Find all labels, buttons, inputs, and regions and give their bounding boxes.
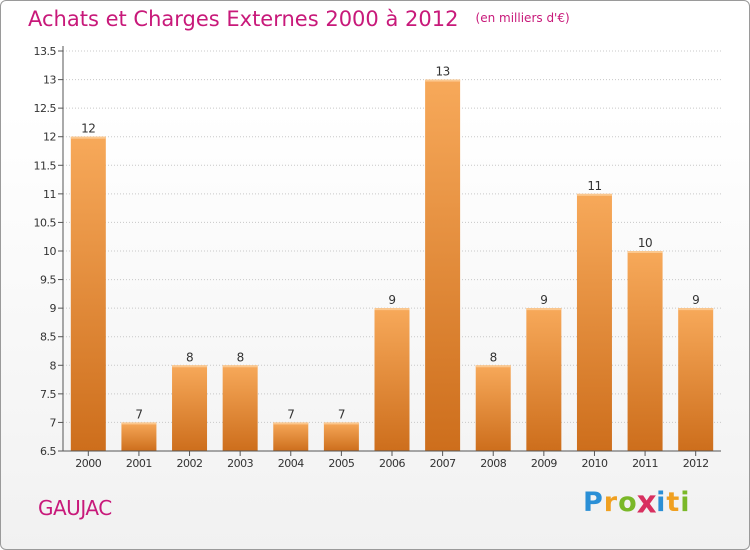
data-label: 9 <box>388 293 395 307</box>
bar-2000 <box>70 136 106 451</box>
data-label: 11 <box>587 179 601 193</box>
bar-2006 <box>374 308 410 451</box>
x-tick-label: 2005 <box>328 457 354 470</box>
logo-letter: o <box>618 487 638 518</box>
x-tick-label: 2006 <box>379 457 405 470</box>
logo-letter: x <box>636 484 658 521</box>
location-label: GAUJAC <box>38 496 112 520</box>
x-tick-label: 2009 <box>531 457 557 470</box>
bar-2008 <box>475 365 511 451</box>
y-tick-label: 7.5 <box>40 388 56 401</box>
bar-highlight <box>627 251 663 253</box>
bars <box>70 79 714 452</box>
y-tick-label: 11.5 <box>34 159 57 172</box>
x-tick-label: 2000 <box>75 457 101 470</box>
bar-highlight <box>475 365 511 368</box>
logo-letter: i <box>680 487 691 518</box>
chart-title: Achats et Charges Externes 2000 à 2012 <box>28 7 459 31</box>
y-tick-label: 13 <box>43 74 56 87</box>
y-tick-label: 9.5 <box>40 274 56 287</box>
data-label: 8 <box>490 350 497 364</box>
x-tick-label: 2008 <box>480 457 506 470</box>
y-tick-label: 12.5 <box>34 102 57 115</box>
bar-highlight <box>526 308 562 311</box>
logo-letter: i <box>656 487 667 518</box>
y-tick-label: 10.5 <box>34 216 57 229</box>
data-label: 10 <box>638 236 652 250</box>
bar-highlight <box>222 365 258 368</box>
bar-2011 <box>627 251 663 451</box>
x-tick-label: 2007 <box>430 457 456 470</box>
labels: 6.5 7 7.5 8 8.5 9 9.5 10 10.5 11 11.5 12 12.5 13 13.5 1… <box>34 45 710 470</box>
y-tick-label: 7 <box>50 416 57 429</box>
bar-2001 <box>121 422 157 451</box>
title-row: Achats et Charges Externes 2000 à 2012 (… <box>28 7 570 31</box>
bar-highlight <box>678 308 714 311</box>
bar-2010 <box>576 193 612 451</box>
data-label: 9 <box>692 293 699 307</box>
axes <box>58 46 721 456</box>
y-tick-label: 13.5 <box>34 45 57 58</box>
bar-2005 <box>323 422 359 451</box>
x-tick-label: 2010 <box>581 457 607 470</box>
bar-highlight <box>425 79 461 82</box>
bar-2002 <box>172 365 208 451</box>
bar-highlight <box>576 193 612 196</box>
data-label: 9 <box>540 293 547 307</box>
data-label: 7 <box>338 407 345 421</box>
bar-highlight <box>70 136 106 139</box>
bar-highlight <box>121 422 157 425</box>
data-label: 7 <box>287 407 294 421</box>
x-tick-label: 2012 <box>683 457 709 470</box>
y-tick-label: 6.5 <box>40 445 56 458</box>
logo-letter: P <box>583 487 604 518</box>
bar-highlight <box>172 365 208 368</box>
y-tick-label: 8.5 <box>40 331 56 344</box>
bar-highlight <box>374 308 410 311</box>
bar-2007 <box>425 79 461 452</box>
logo-letter: t <box>666 487 681 518</box>
x-tick-label: 2004 <box>278 457 304 470</box>
y-tick-label: 11 <box>43 188 56 201</box>
bar-2009 <box>526 308 562 451</box>
proxiti-logo: Proxiti <box>583 484 691 521</box>
bar-highlight <box>273 422 309 425</box>
data-label: 12 <box>81 122 95 136</box>
data-label: 13 <box>435 65 449 79</box>
chart-subtitle: (en milliers d'€) <box>475 11 570 25</box>
logo-letter: r <box>603 487 619 518</box>
x-tick-label: 2003 <box>227 457 253 470</box>
x-tick-label: 2011 <box>632 457 658 470</box>
bar-2003 <box>222 365 258 451</box>
bar-2004 <box>273 422 309 451</box>
x-tick-label: 2002 <box>177 457 203 470</box>
y-tick-label: 12 <box>43 131 56 144</box>
bar-highlight <box>323 422 359 425</box>
y-tick-label: 9 <box>50 302 57 315</box>
x-tick-label: 2001 <box>126 457 152 470</box>
y-tick-label: 10 <box>43 245 56 258</box>
data-label: 8 <box>237 350 244 364</box>
y-tick-label: 8 <box>50 359 57 372</box>
data-label: 7 <box>135 407 142 421</box>
data-label: 8 <box>186 350 193 364</box>
bar-2012 <box>678 308 714 451</box>
